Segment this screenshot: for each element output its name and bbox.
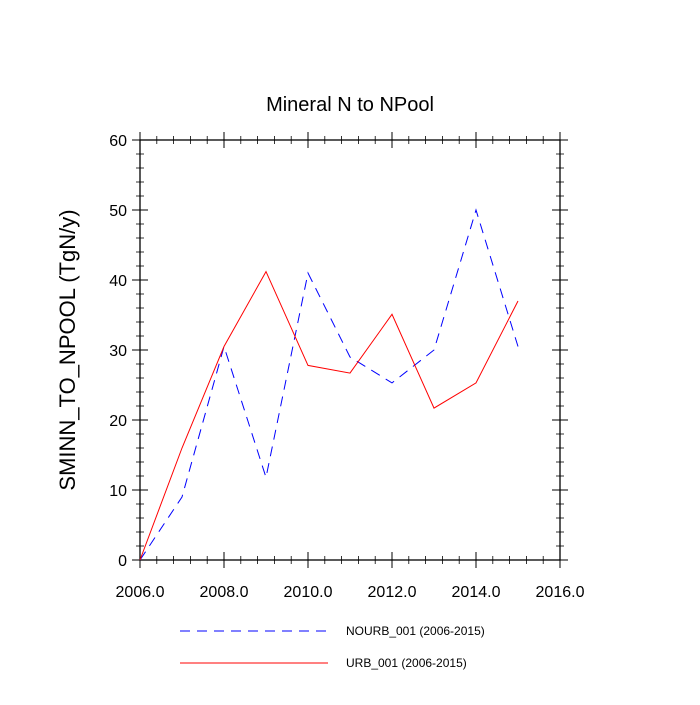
axis-ticks: 2006.0 2008.0 2010.0 2012.0 2014.0 2016.0 0 10 2… xyxy=(109,132,585,601)
legend-label-1: NOURB_001 (2006-2015) xyxy=(346,624,485,638)
plot-frame xyxy=(139,139,561,561)
y-tick-label: 50 xyxy=(109,203,127,220)
legend: NOURB_001 (2006-2015) URB_001 (2006-2015) xyxy=(180,624,485,670)
x-tick-label: 2010.0 xyxy=(284,584,333,601)
x-tick-label: 2014.0 xyxy=(452,584,501,601)
y-tick-label: 60 xyxy=(109,133,127,150)
series-line-2 xyxy=(139,270,519,561)
y-tick-label: 30 xyxy=(109,343,127,360)
y-tick-label: 40 xyxy=(109,273,127,290)
chart-title: Mineral N to NPool xyxy=(266,94,434,116)
x-tick-label: 2012.0 xyxy=(368,584,417,601)
y-axis-label: SMINN_TO_NPOOL (TgN/y) xyxy=(55,209,80,490)
y-tick-label: 0 xyxy=(118,553,127,570)
x-tick-label: 2008.0 xyxy=(200,584,249,601)
legend-label-2: URB_001 (2006-2015) xyxy=(346,656,467,670)
series-lines xyxy=(139,208,519,561)
series-line-1 xyxy=(139,208,519,561)
y-tick-label: 10 xyxy=(109,483,127,500)
x-tick-label: 2006.0 xyxy=(116,584,165,601)
y-tick-label: 20 xyxy=(109,413,127,430)
x-tick-label: 2016.0 xyxy=(536,584,585,601)
